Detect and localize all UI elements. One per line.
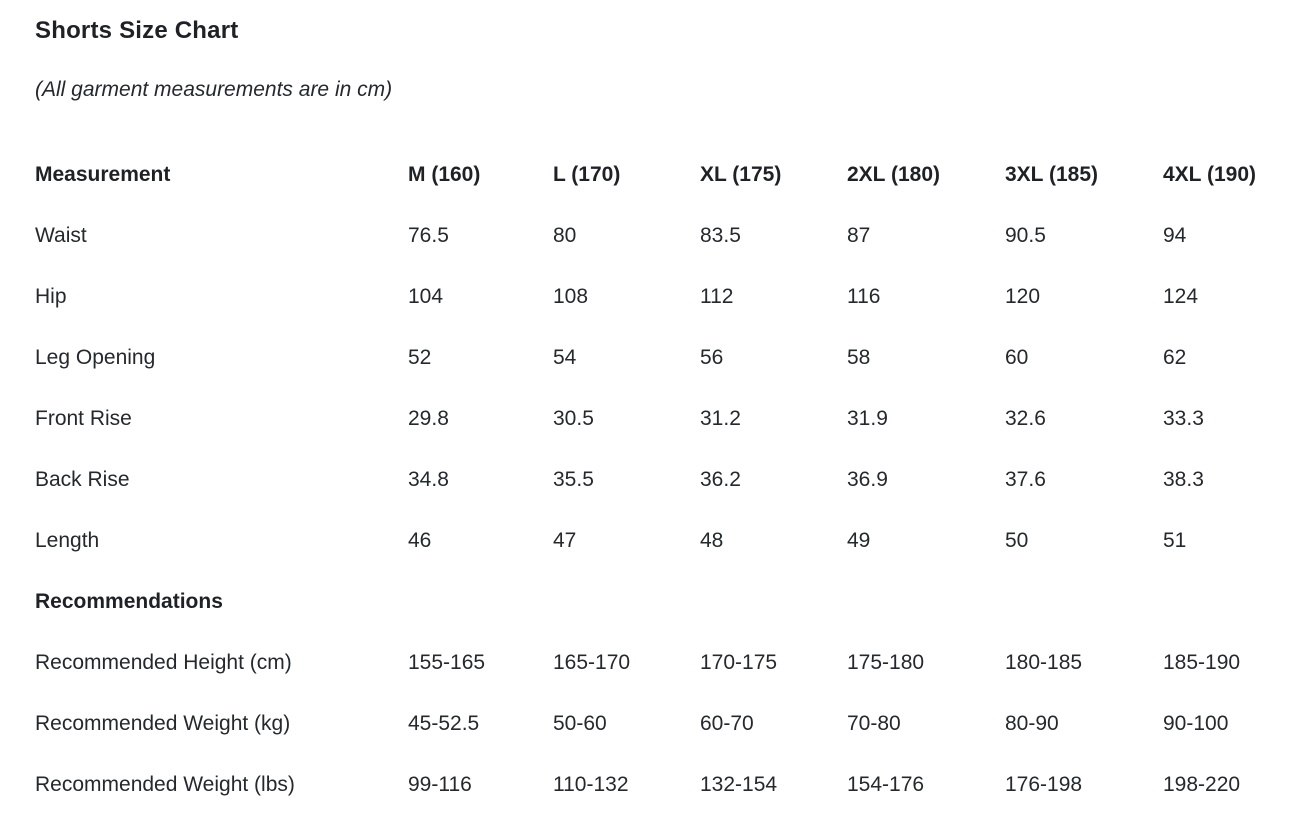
- cell-value: 36.2: [700, 467, 741, 491]
- table-row-recommended-weight-lbs: Recommended Weight (lbs) 99-116 110-132 …: [35, 754, 1273, 815]
- cell-value: 52: [408, 345, 432, 369]
- cell-value: 120: [1005, 284, 1041, 308]
- cell-value: 45-52.5: [408, 711, 480, 735]
- cell-value: 165-170: [553, 650, 631, 674]
- cell-value: 110-132: [553, 772, 629, 796]
- cell-value: 50: [1005, 528, 1029, 552]
- section-heading: Recommendations: [35, 589, 223, 613]
- row-label: Recommended Height (cm): [35, 650, 292, 674]
- cell-value: 54: [553, 345, 577, 369]
- row-label: Length: [35, 528, 100, 552]
- row-label: Waist: [35, 223, 87, 247]
- cell-value: 31.2: [700, 406, 741, 430]
- cell-value: 50-60: [553, 711, 607, 735]
- row-label: Recommended Weight (kg): [35, 711, 291, 735]
- row-label: Back Rise: [35, 467, 130, 491]
- cell-value: 108: [553, 284, 589, 308]
- cell-value: 175-180: [847, 650, 925, 674]
- cell-value: 116: [847, 284, 881, 308]
- cell-value: 104: [408, 284, 444, 308]
- cell-value: 124: [1163, 284, 1199, 308]
- row-label: Leg Opening: [35, 345, 156, 369]
- cell-value: 31.9: [847, 406, 888, 430]
- cell-value: 32.6: [1005, 406, 1046, 430]
- cell-value: 30.5: [553, 406, 594, 430]
- cell-value: 29.8: [408, 406, 449, 430]
- cell-value: 33.3: [1163, 406, 1204, 430]
- cell-value: 37.6: [1005, 467, 1046, 491]
- cell-value: 60: [1005, 345, 1029, 369]
- page-title: Shorts Size Chart: [35, 17, 239, 44]
- column-header-2xl: 2XL (180): [847, 162, 940, 186]
- cell-value: 36.9: [847, 467, 888, 491]
- cell-value: 60-70: [700, 711, 754, 735]
- cell-value: 38.3: [1163, 467, 1204, 491]
- cell-value: 49: [847, 528, 871, 552]
- cell-value: 180-185: [1005, 650, 1083, 674]
- cell-value: 94: [1163, 223, 1187, 247]
- table-row-recommended-weight-kg: Recommended Weight (kg) 45-52.5 50-60 60…: [35, 693, 1273, 754]
- cell-value: 56: [700, 345, 724, 369]
- table-row-length: Length 46 47 48 49 50 51: [35, 510, 1273, 571]
- table-row-waist: Waist 76.5 80 83.5 87 90.5 94: [35, 205, 1273, 266]
- unit-note: (All garment measurements are in cm): [35, 78, 393, 101]
- column-header-l: L (170): [553, 162, 621, 186]
- table-row-recommended-height-cm: Recommended Height (cm) 155-165 165-170 …: [35, 632, 1273, 693]
- cell-value: 34.8: [408, 467, 449, 491]
- column-header-m: M (160): [408, 162, 481, 186]
- table-row-front-rise: Front Rise 29.8 30.5 31.2 31.9 32.6 33.3: [35, 388, 1273, 449]
- table-row-back-rise: Back Rise 34.8 35.5 36.2 36.9 37.6 38.3: [35, 449, 1273, 510]
- cell-value: 58: [847, 345, 871, 369]
- table-header-row: Measurement M (160) L (170) XL (175) 2XL…: [35, 144, 1273, 205]
- column-header-measurement: Measurement: [35, 162, 171, 186]
- row-label: Hip: [35, 284, 67, 308]
- cell-value: 48: [700, 528, 724, 552]
- cell-value: 198-220: [1163, 772, 1241, 796]
- column-header-xl: XL (175): [700, 162, 782, 186]
- cell-value: 154-176: [847, 772, 925, 796]
- cell-value: 51: [1163, 528, 1187, 552]
- cell-value: 90-100: [1163, 711, 1229, 735]
- cell-value: 87: [847, 223, 871, 247]
- row-label: Front Rise: [35, 406, 132, 430]
- cell-value: 83.5: [700, 223, 741, 247]
- cell-value: 80: [553, 223, 577, 247]
- cell-value: 47: [553, 528, 577, 552]
- cell-value: 185-190: [1163, 650, 1241, 674]
- size-table: Measurement M (160) L (170) XL (175) 2XL…: [35, 144, 1273, 815]
- table-row-hip: Hip 104 108 112 116 120 124: [35, 266, 1273, 327]
- table-row-leg-opening: Leg Opening 52 54 56 58 60 62: [35, 327, 1273, 388]
- cell-value: 46: [408, 528, 432, 552]
- cell-value: 62: [1163, 345, 1187, 369]
- cell-value: 99-116: [408, 772, 472, 796]
- column-header-4xl: 4XL (190): [1163, 162, 1256, 186]
- cell-value: 80-90: [1005, 711, 1059, 735]
- recommendations-heading-row: Recommendations: [35, 571, 1273, 632]
- row-label: Recommended Weight (lbs): [35, 772, 295, 796]
- cell-value: 35.5: [553, 467, 594, 491]
- cell-value: 70-80: [847, 711, 901, 735]
- cell-value: 90.5: [1005, 223, 1046, 247]
- cell-value: 112: [700, 284, 734, 308]
- cell-value: 170-175: [700, 650, 778, 674]
- cell-value: 132-154: [700, 772, 778, 796]
- cell-value: 155-165: [408, 650, 486, 674]
- cell-value: 76.5: [408, 223, 449, 247]
- column-header-3xl: 3XL (185): [1005, 162, 1098, 186]
- cell-value: 176-198: [1005, 772, 1083, 796]
